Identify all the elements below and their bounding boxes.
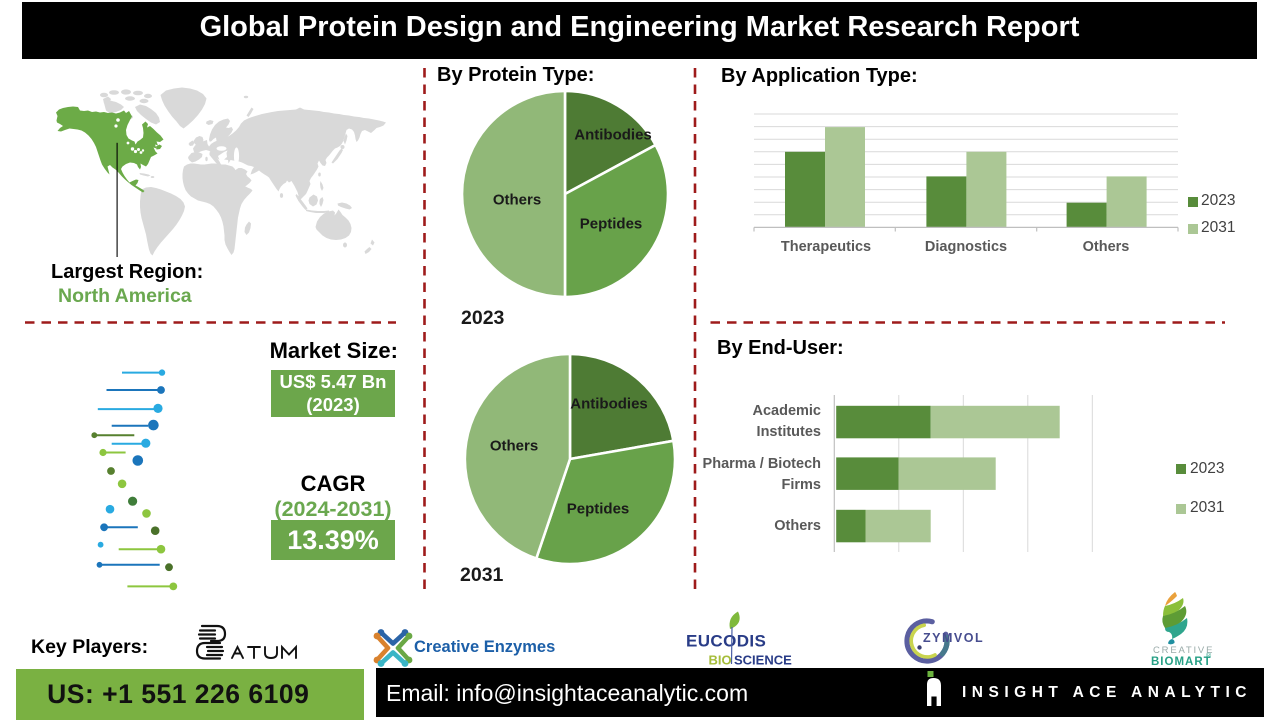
svg-text:EUCODIS: EUCODIS [686,632,766,651]
svg-text:®: ® [1206,652,1212,660]
svg-text:SCIENCE: SCIENCE [734,653,792,668]
svg-text:BIOMART: BIOMART [1151,656,1212,668]
svg-text:BIO: BIO [709,653,732,668]
svg-text:ZYMVOL: ZYMVOL [923,631,984,645]
svg-text:CREATIVE: CREATIVE [1153,645,1214,656]
